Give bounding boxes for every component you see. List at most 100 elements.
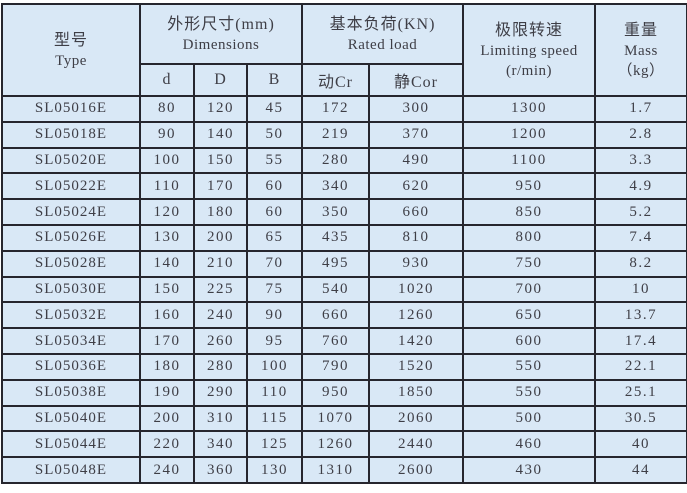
value-cell: 219 xyxy=(301,120,371,149)
value-cell: 200 xyxy=(193,223,248,252)
col-header-d: d xyxy=(139,63,195,97)
model-cell: SL05038E xyxy=(1,378,141,407)
value-cell: 110 xyxy=(245,378,304,407)
value-cell: 950 xyxy=(301,378,371,407)
value-cell: 340 xyxy=(193,430,248,459)
table-row: SL05040E 200 310 115 1070 2060 500 30.5 xyxy=(1,404,687,433)
value-cell: 660 xyxy=(368,198,465,226)
value-cell: 17.4 xyxy=(594,327,687,355)
value-cell: 700 xyxy=(462,275,597,304)
value-cell: 172 xyxy=(301,95,371,123)
value-cell: 120 xyxy=(139,198,195,226)
table-row: SL05032E 160 240 90 660 1260 650 13.7 xyxy=(1,301,687,330)
value-cell: 60 xyxy=(245,198,304,226)
value-cell: 540 xyxy=(301,275,371,304)
value-cell: 60 xyxy=(245,172,304,201)
value-cell: 55 xyxy=(245,146,304,175)
value-cell: 280 xyxy=(193,352,248,381)
value-cell: 240 xyxy=(139,456,195,484)
value-cell: 2060 xyxy=(368,404,465,433)
value-cell: 150 xyxy=(193,146,248,175)
value-cell: 13.7 xyxy=(594,301,687,330)
value-cell: 2600 xyxy=(368,456,465,484)
value-cell: 1.7 xyxy=(594,95,687,123)
col-header-limiting-speed-zh: 极限转速 xyxy=(495,21,564,39)
value-cell: 4.9 xyxy=(594,172,687,201)
value-cell: 1070 xyxy=(301,404,371,433)
value-cell: 460 xyxy=(462,430,597,459)
value-cell: 600 xyxy=(462,327,597,355)
value-cell: 310 xyxy=(193,404,248,433)
value-cell: 170 xyxy=(139,327,195,355)
value-cell: 100 xyxy=(245,352,304,381)
col-header-rated-load-zh: 基本负荷(KN) xyxy=(329,15,436,33)
value-cell: 220 xyxy=(139,430,195,459)
model-cell: SL05032E xyxy=(1,301,141,330)
value-cell: 125 xyxy=(245,430,304,459)
value-cell: 280 xyxy=(301,146,371,175)
value-cell: 150 xyxy=(139,275,195,304)
model-cell: SL05028E xyxy=(1,249,141,278)
value-cell: 22.1 xyxy=(594,352,687,381)
value-cell: 5.2 xyxy=(594,198,687,226)
value-cell: 550 xyxy=(462,352,597,381)
col-header-type-zh: 型号 xyxy=(53,31,88,49)
value-cell: 115 xyxy=(245,404,304,433)
value-cell: 2440 xyxy=(368,430,465,459)
table-row: SL05030E 150 225 75 540 1020 700 10 xyxy=(1,275,687,304)
col-header-limiting-speed-unit: (r/min) xyxy=(506,62,553,79)
value-cell: 660 xyxy=(301,301,371,330)
table-row: SL05038E 190 290 110 950 1850 550 25.1 xyxy=(1,378,687,407)
table-row: SL05026E 130 200 65 435 810 800 7.4 xyxy=(1,223,687,252)
value-cell: 370 xyxy=(368,120,465,149)
value-cell: 180 xyxy=(139,352,195,381)
value-cell: 1420 xyxy=(368,327,465,355)
value-cell: 620 xyxy=(368,172,465,201)
value-cell: 110 xyxy=(139,172,195,201)
value-cell: 1200 xyxy=(462,120,597,149)
table-row: SL05044E 220 340 125 1260 2440 460 40 xyxy=(1,430,687,459)
col-header-limiting-speed-en: Limiting speed xyxy=(480,42,578,59)
col-header-D: D xyxy=(193,63,248,97)
value-cell: 8.2 xyxy=(594,249,687,278)
value-cell: 180 xyxy=(193,198,248,226)
model-cell: SL05040E xyxy=(1,404,141,433)
value-cell: 360 xyxy=(193,456,248,484)
value-cell: 130 xyxy=(245,456,304,484)
value-cell: 30.5 xyxy=(594,404,687,433)
value-cell: 120 xyxy=(193,95,248,123)
model-cell: SL05034E xyxy=(1,327,141,355)
value-cell: 500 xyxy=(462,404,597,433)
model-cell: SL05048E xyxy=(1,456,141,484)
col-header-dimensions-zh: 外形尺寸(mm) xyxy=(167,15,275,33)
col-header-dynamic-cr: 动Cr xyxy=(301,63,371,97)
table-row: SL05016E 80 120 45 172 300 1300 1.7 xyxy=(1,95,687,123)
value-cell: 435 xyxy=(301,223,371,252)
value-cell: 225 xyxy=(193,275,248,304)
value-cell: 750 xyxy=(462,249,597,278)
value-cell: 45 xyxy=(245,95,304,123)
value-cell: 130 xyxy=(139,223,195,252)
model-cell: SL05024E xyxy=(1,198,141,226)
col-header-mass-en: Mass xyxy=(624,42,658,59)
value-cell: 1260 xyxy=(301,430,371,459)
col-header-dimensions-en: Dimensions xyxy=(182,36,260,53)
value-cell: 1100 xyxy=(462,146,597,175)
col-header-limiting-speed: 极限转速 Limiting speed (r/min) xyxy=(462,3,597,97)
table-row: SL05034E 170 260 95 760 1420 600 17.4 xyxy=(1,327,687,355)
value-cell: 1520 xyxy=(368,352,465,381)
value-cell: 70 xyxy=(245,249,304,278)
value-cell: 100 xyxy=(139,146,195,175)
col-header-type-en: Type xyxy=(55,52,87,69)
table-body: SL05016E 80 120 45 172 300 1300 1.7 SL05018E 90 14… xyxy=(1,95,687,484)
value-cell: 240 xyxy=(193,301,248,330)
model-cell: SL05022E xyxy=(1,172,141,201)
value-cell: 190 xyxy=(139,378,195,407)
value-cell: 1310 xyxy=(301,456,371,484)
value-cell: 300 xyxy=(368,95,465,123)
value-cell: 850 xyxy=(462,198,597,226)
table-row: SL05028E 140 210 70 495 930 750 8.2 xyxy=(1,249,687,278)
value-cell: 44 xyxy=(594,456,687,484)
value-cell: 95 xyxy=(245,327,304,355)
value-cell: 650 xyxy=(462,301,597,330)
